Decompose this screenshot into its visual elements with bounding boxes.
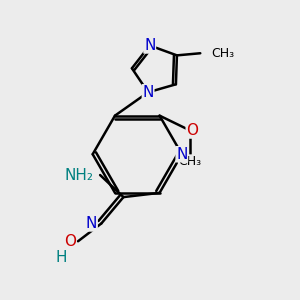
Text: CH₃: CH₃ [178,155,202,168]
Text: H: H [56,250,68,265]
Text: NH₂: NH₂ [65,167,94,182]
Text: N: N [176,147,188,162]
Text: O: O [186,123,198,138]
Text: O: O [64,234,76,249]
Text: CH₃: CH₃ [211,47,234,60]
Text: N: N [142,85,154,100]
Text: N: N [86,216,97,231]
Text: N: N [144,38,155,53]
